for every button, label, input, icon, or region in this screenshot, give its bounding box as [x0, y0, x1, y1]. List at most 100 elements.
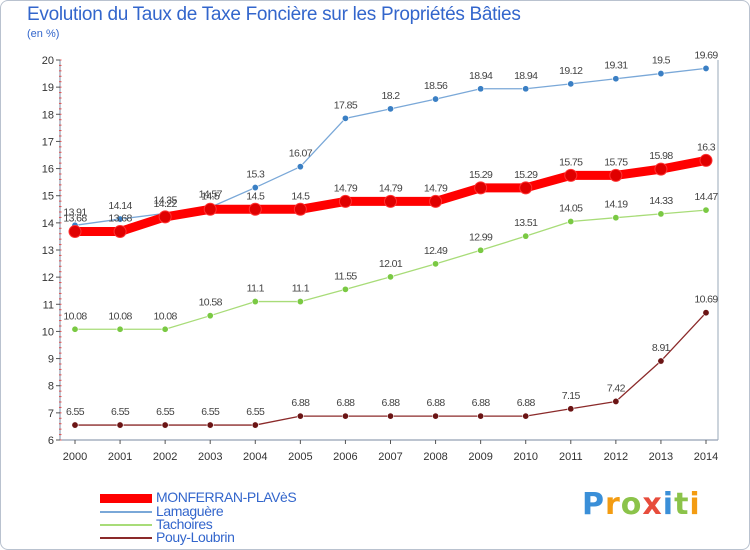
data-label: 6.88 [336, 397, 355, 409]
chart-axes: 6 7 8 9 10 11 12 13 14 15 16 17 18 19 20 2000 2001 2002 20… [42, 55, 719, 463]
y-tick-label: 12 [42, 272, 54, 284]
data-point [341, 285, 349, 293]
y-tick-label: 19 [42, 82, 54, 94]
data-label: 6.55 [66, 406, 85, 418]
x-tick-label: 2003 [198, 451, 222, 463]
data-point [432, 95, 440, 103]
data-label: 6.55 [156, 406, 175, 418]
x-tick-label: 2008 [423, 451, 447, 463]
data-point [522, 412, 530, 420]
x-tick-label: 2014 [694, 451, 718, 463]
data-label: 7.15 [562, 390, 581, 402]
y-tick-label: 17 [42, 136, 54, 148]
data-label: 10.08 [154, 310, 178, 322]
data-point [203, 202, 217, 216]
x-tick-label: 2006 [333, 451, 357, 463]
data-label: 12.01 [379, 258, 403, 270]
data-point [161, 421, 169, 429]
data-label: 14.35 [154, 194, 178, 206]
data-label: 10.08 [108, 310, 132, 322]
data-point [519, 181, 533, 195]
data-label: 19.31 [604, 60, 628, 72]
legend-label: Lamaguère [156, 503, 224, 519]
data-point [206, 421, 214, 429]
data-label: 14.79 [424, 182, 448, 194]
logo-letter: i [662, 487, 675, 522]
data-label: 19.5 [652, 55, 671, 67]
data-label: 11.1 [247, 283, 265, 295]
data-label: 18.56 [424, 80, 448, 92]
x-tick-label: 2005 [288, 451, 312, 463]
data-label: 6.88 [472, 397, 491, 409]
logo-letter: o [620, 487, 643, 522]
data-point [477, 246, 485, 254]
data-label: 13.91 [63, 206, 87, 218]
data-label: 7.42 [607, 382, 626, 394]
data-label: 14.5 [246, 190, 265, 202]
x-tick-label: 2007 [378, 451, 402, 463]
data-label: 12.99 [469, 231, 493, 243]
data-point [296, 298, 304, 306]
data-label: 15.98 [649, 150, 673, 162]
x-tick-label: 2009 [468, 451, 492, 463]
data-point [71, 325, 79, 333]
legend-label: Tachoires [156, 516, 213, 532]
series-lines [70, 67, 711, 426]
y-tick-label: 7 [48, 408, 54, 420]
data-label: 14.5 [291, 190, 310, 202]
y-tick-label: 13 [42, 245, 54, 257]
x-tick-label: 2011 [559, 451, 583, 463]
data-label: 18.94 [469, 70, 493, 82]
data-point [386, 412, 394, 420]
data-label: 19.69 [694, 49, 718, 61]
data-label: 6.88 [427, 397, 446, 409]
data-point [567, 405, 575, 413]
data-point [477, 412, 485, 420]
x-tick-label: 2001 [108, 451, 132, 463]
data-label: 13.51 [514, 217, 538, 229]
logo-letter: P [582, 487, 605, 522]
data-label: 11.1 [292, 283, 310, 295]
x-tick-label: 2000 [63, 451, 87, 463]
data-label: 14.19 [604, 199, 628, 211]
x-tick-label: 2012 [604, 451, 628, 463]
data-point [386, 273, 394, 281]
data-point [432, 260, 440, 268]
data-point [702, 206, 710, 214]
logo-letter: i [689, 487, 701, 522]
data-label: 15.75 [604, 156, 628, 168]
y-tick-label: 6 [48, 435, 54, 447]
data-label: 13.68 [63, 213, 87, 225]
data-point [612, 214, 620, 222]
data-point [567, 80, 575, 88]
data-label: 14.57 [199, 188, 223, 200]
data-point [477, 85, 485, 93]
data-label: 15.29 [514, 169, 538, 181]
data-point [71, 421, 79, 429]
data-label: 13.68 [108, 213, 132, 225]
data-point [657, 210, 665, 218]
data-label: 6.55 [246, 406, 265, 418]
chart-title: Evolution du Taux de Taxe Foncière sur l… [27, 4, 521, 25]
data-label: 6.88 [381, 397, 400, 409]
data-label: 8.91 [652, 342, 671, 354]
legend-swatch [100, 524, 152, 526]
data-point [657, 70, 665, 78]
data-point [567, 218, 575, 226]
data-point [386, 105, 394, 113]
data-label: 15.75 [559, 156, 583, 168]
data-label: 14.5 [201, 190, 220, 202]
data-label: 12.49 [424, 245, 448, 257]
x-tick-label: 2013 [649, 451, 673, 463]
y-tick-label: 16 [42, 164, 54, 176]
data-point [293, 202, 307, 216]
data-point [432, 412, 440, 420]
data-point [296, 412, 304, 420]
y-tick-label: 20 [42, 55, 54, 67]
data-point [341, 114, 349, 122]
y-tick-label: 14 [42, 218, 54, 230]
data-label: 10.69 [694, 294, 718, 306]
data-label: 10.08 [63, 310, 87, 322]
logo-letter: r [605, 487, 621, 522]
